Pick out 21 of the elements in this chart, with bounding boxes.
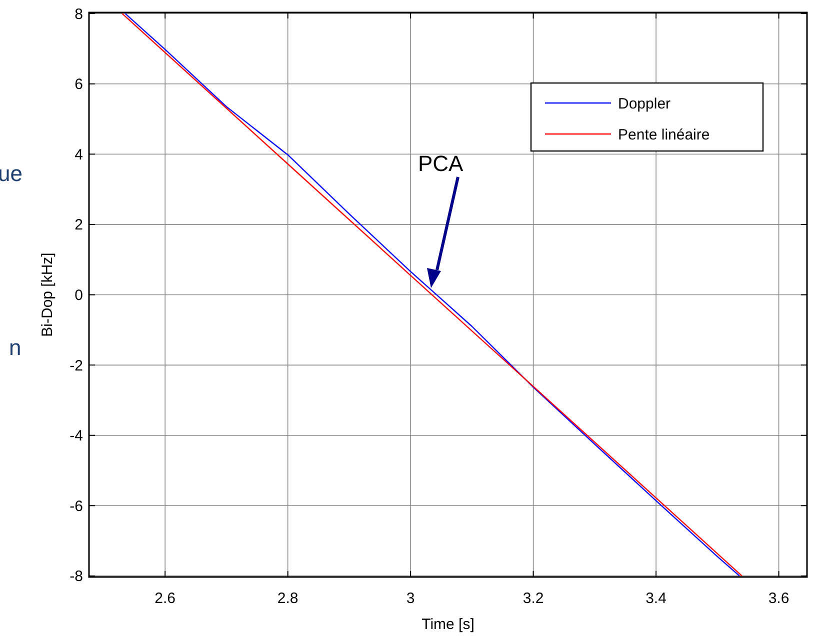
x-tick-label: 3.2 <box>522 590 544 607</box>
y-tick-label: -8 <box>70 568 83 586</box>
annotation: PCA <box>418 151 464 176</box>
legend-label: Doppler <box>618 95 671 112</box>
y-axis-title: Bi-Dop [kHz] <box>39 252 56 337</box>
y-tick-label: -2 <box>70 357 83 374</box>
text: n <box>9 335 22 360</box>
y-tick-label: -4 <box>70 428 83 445</box>
y-tick-label: 8 <box>74 6 83 23</box>
x-axis-title: Time [s] <box>422 616 474 633</box>
legend-label: Pente linéaire <box>618 126 710 144</box>
y-tick-label: 2 <box>74 216 83 234</box>
x-tick-label: 3.6 <box>768 590 790 607</box>
y-tick-label: -6 <box>70 498 83 515</box>
x-tick-label: 3.4 <box>646 590 666 607</box>
x-tick-label: 3 <box>406 590 415 607</box>
y-tick-label: 0 <box>74 287 83 304</box>
y-tick-label: 4 <box>74 146 83 164</box>
x-tick-label: 2.8 <box>277 590 298 607</box>
x-tick-label: 2.6 <box>154 590 176 607</box>
y-tick-label: 6 <box>74 76 83 94</box>
